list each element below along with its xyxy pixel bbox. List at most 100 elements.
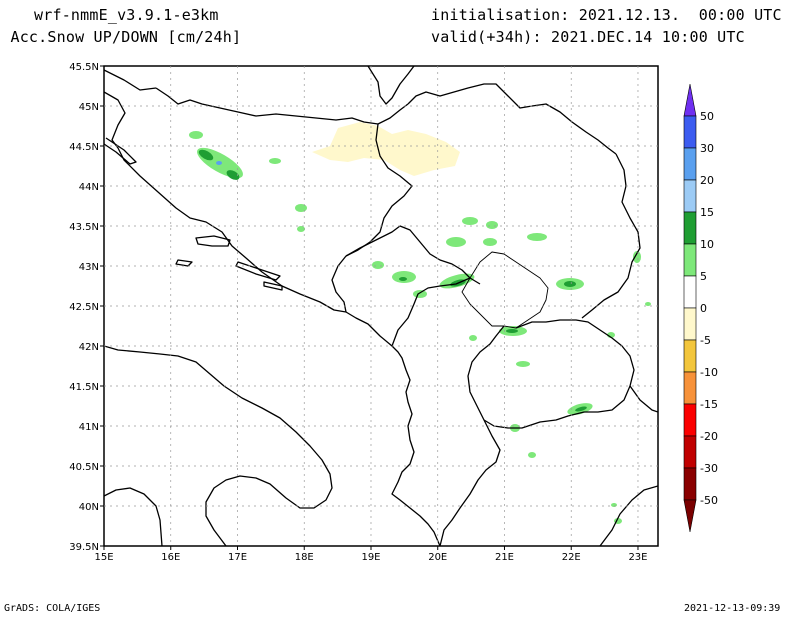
- adriatic-east-coast: [104, 91, 441, 546]
- lon-tick-label: 19E: [361, 552, 380, 563]
- initialisation-time: initialisation: 2021.12.13. 00:00 UTC: [431, 6, 782, 24]
- colorbar-label: -10: [700, 366, 718, 379]
- snow-up-blue-spot: [216, 161, 222, 165]
- lat-tick-label: 43.5N: [69, 222, 99, 233]
- italy-coast: [104, 345, 333, 546]
- patch: [198, 149, 214, 161]
- colorbar-label: 15: [700, 206, 714, 219]
- lat-tick-label: 44.5N: [69, 142, 99, 153]
- colorbar-bottom-arrow: [683, 499, 697, 533]
- lat-tick-label: 43N: [79, 262, 99, 273]
- coastlines-borders: [104, 66, 658, 546]
- patch: [527, 233, 547, 241]
- latitude-labels: 45.5N 45N 44.5N 44N 43.5N 43N 42.5N 42N 41.5N 41N…: [69, 62, 99, 553]
- kosovo-border: [461, 251, 549, 329]
- colorbar-segment: [683, 147, 697, 181]
- render-timestamp: 2021-12-13-09:39: [684, 603, 781, 614]
- patch: [528, 452, 536, 458]
- colorbar-label: -15: [700, 398, 718, 411]
- longitude-labels: 15E 16E 17E 18E 19E 20E 21E 22E 23E: [94, 552, 647, 563]
- patch: [506, 329, 518, 333]
- bosnia-serbia-border: [345, 123, 413, 257]
- patch: [611, 503, 617, 507]
- colorbar-label: 0: [700, 302, 707, 315]
- colorbar-segment: [683, 371, 697, 405]
- field-title: n Acc.Snow UP/DOWN [cm/24h]: [0, 28, 242, 46]
- patch: [189, 131, 203, 139]
- lon-tick-label: 21E: [495, 552, 514, 563]
- island: [263, 281, 283, 291]
- north-macedonia-border: [467, 319, 635, 429]
- lat-tick-label: 40N: [79, 502, 99, 513]
- colorbar-segment: [683, 467, 697, 501]
- patch: [462, 217, 478, 225]
- lon-tick-label: 16E: [161, 552, 180, 563]
- serbia-romania-border: [407, 83, 617, 155]
- colorbar-segment: [683, 307, 697, 341]
- island: [104, 137, 137, 165]
- colorbar-label: -50: [700, 494, 718, 507]
- lat-tick-label: 42N: [79, 342, 99, 353]
- colorbar-segment: [683, 275, 697, 309]
- patch: [564, 281, 576, 287]
- island: [195, 235, 231, 247]
- colorbar-label: 20: [700, 174, 714, 187]
- snow-down-area: [312, 122, 460, 176]
- lat-tick-label: 39.5N: [69, 542, 99, 553]
- patch: [297, 226, 305, 232]
- lat-tick-label: 41N: [79, 422, 99, 433]
- lon-tick-label: 23E: [628, 552, 647, 563]
- serbia-bulgaria-border: [581, 153, 641, 319]
- colorbar-segment: [683, 211, 697, 245]
- patch: [483, 238, 497, 246]
- colorbar-segment: [683, 339, 697, 373]
- lon-tick-label: 20E: [428, 552, 447, 563]
- patch: [486, 221, 498, 229]
- serbia-north-border: [104, 69, 157, 91]
- montenegro-serbia-border: [345, 225, 481, 285]
- graticule: [100, 65, 658, 550]
- model-title: wrf-nmmE_v3.9.1-e3km: [34, 6, 219, 24]
- snow-up-dark-areas: [198, 149, 587, 412]
- snow-up-light-areas: [189, 131, 651, 524]
- italy-heel: [104, 487, 163, 546]
- colorbar-label: 5: [700, 270, 707, 283]
- valid-time: valid(+34h): 2021.DEC.14 10:00 UTC: [431, 28, 745, 46]
- lat-tick-label: 42.5N: [69, 302, 99, 313]
- montenegro-albania-border: [391, 277, 471, 347]
- patch: [633, 251, 641, 263]
- colorbar-label: 30: [700, 142, 714, 155]
- colorbar-label: -20: [700, 430, 718, 443]
- patch: [269, 158, 281, 164]
- lat-tick-label: 45N: [79, 102, 99, 113]
- patch: [399, 277, 407, 281]
- colorbar-label: 50: [700, 110, 714, 123]
- patch: [392, 271, 416, 283]
- patch: [575, 406, 587, 412]
- lon-tick-label: 22E: [562, 552, 581, 563]
- patch: [295, 204, 307, 212]
- grads-credit: GrADS: COLA/IGES: [4, 603, 101, 614]
- lat-tick-label: 40.5N: [69, 462, 99, 473]
- colorbar-label: -5: [700, 334, 711, 347]
- island: [235, 261, 281, 281]
- hungary-border: [367, 66, 415, 105]
- croatia-bosnia-border: [155, 87, 409, 125]
- island: [175, 259, 193, 267]
- patch: [516, 361, 530, 367]
- bosnia-montenegro-border: [331, 255, 347, 313]
- patch: [446, 237, 466, 247]
- snow-patches: [189, 122, 651, 524]
- colorbar-segment: [683, 243, 697, 277]
- lat-tick-label: 45.5N: [69, 62, 99, 73]
- albania-greece-border: [439, 419, 501, 546]
- colorbar-segment: [683, 403, 697, 437]
- colorbar-segment: [683, 115, 697, 149]
- lon-tick-label: 15E: [94, 552, 113, 563]
- lon-tick-label: 18E: [295, 552, 314, 563]
- lon-tick-label: 17E: [228, 552, 247, 563]
- patch: [372, 261, 384, 269]
- greece-coast: [599, 485, 658, 546]
